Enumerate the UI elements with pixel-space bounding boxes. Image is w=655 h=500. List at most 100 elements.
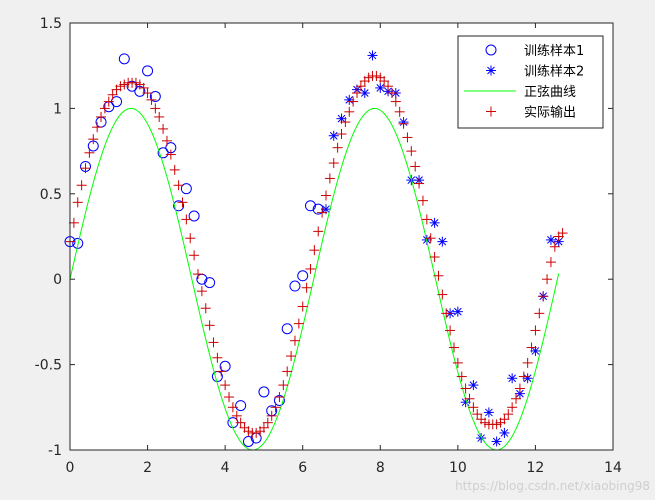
data-point-asterisk xyxy=(429,217,440,228)
data-point-asterisk xyxy=(452,306,463,317)
x-tick-label: 12 xyxy=(527,460,545,476)
data-point-plus xyxy=(76,180,87,191)
data-point-plus xyxy=(371,70,382,81)
data-point-circle xyxy=(142,65,154,77)
data-point-plus xyxy=(301,282,312,293)
data-point-plus xyxy=(196,286,207,297)
data-point-plus xyxy=(332,142,343,153)
legend-label: 训练样本2 xyxy=(524,65,584,80)
data-point-plus xyxy=(80,163,91,174)
data-point-plus xyxy=(220,380,231,391)
data-point-plus xyxy=(99,103,110,114)
data-point-asterisk xyxy=(499,427,510,438)
data-point-plus xyxy=(468,402,479,413)
data-point-plus xyxy=(452,357,463,368)
data-point-circle xyxy=(72,237,84,249)
data-point-plus xyxy=(258,422,269,433)
data-point-plus xyxy=(235,417,246,428)
data-point-plus xyxy=(414,178,425,189)
data-point-plus xyxy=(88,134,99,145)
data-point-plus xyxy=(518,371,529,382)
data-point-plus xyxy=(270,402,281,413)
data-point-plus xyxy=(305,263,316,274)
data-point-plus xyxy=(491,419,502,430)
legend-label: 正弦曲线 xyxy=(524,84,576,100)
legend-label: 实际输出 xyxy=(524,105,576,121)
data-point-plus xyxy=(379,76,390,87)
data-point-plus xyxy=(460,383,471,394)
data-point-plus xyxy=(437,289,448,300)
data-point-plus xyxy=(262,417,273,428)
data-point-plus xyxy=(348,96,359,107)
y-tick-label: 1 xyxy=(53,101,62,117)
y-tick-label: 0.5 xyxy=(40,187,62,203)
data-point-circle xyxy=(188,210,200,222)
data-point-plus xyxy=(456,371,467,382)
data-point-asterisk xyxy=(491,436,502,447)
data-point-plus xyxy=(402,132,413,143)
data-point-plus xyxy=(390,96,401,107)
data-point-plus xyxy=(472,409,483,420)
data-point-asterisk xyxy=(375,82,386,93)
data-point-plus xyxy=(514,383,525,394)
data-point-circle xyxy=(118,53,130,65)
data-point-asterisk xyxy=(367,50,378,61)
data-point-plus xyxy=(251,427,262,438)
data-point-plus xyxy=(227,402,238,413)
y-tick-label: -1 xyxy=(48,443,62,459)
data-point-plus xyxy=(445,325,456,336)
data-point-plus xyxy=(107,89,118,100)
data-point-asterisk xyxy=(344,94,355,105)
series-4 xyxy=(65,70,568,438)
data-point-plus xyxy=(386,88,397,99)
data-point-plus xyxy=(72,197,83,208)
series-3 xyxy=(69,107,560,451)
sine-curve-line xyxy=(69,107,560,451)
x-tick-label: 8 xyxy=(376,460,385,476)
data-point-plus xyxy=(394,106,405,117)
data-point-plus xyxy=(406,146,417,157)
axis-layer: 0 2 4 6 8 10 12 14 -1 -0.5 0 0.5 1 1.5 xyxy=(35,16,622,476)
data-point-plus xyxy=(274,392,285,403)
data-point-plus xyxy=(185,233,196,244)
data-point-plus xyxy=(212,352,223,363)
data-point-asterisk xyxy=(468,380,479,391)
data-point-asterisk xyxy=(328,130,339,141)
data-point-plus xyxy=(119,79,130,90)
data-point-plus xyxy=(313,226,324,237)
data-point-plus xyxy=(161,135,172,146)
data-point-plus xyxy=(92,122,103,133)
data-point-plus xyxy=(266,410,277,421)
data-point-plus xyxy=(138,82,149,93)
data-point-plus xyxy=(421,214,432,225)
data-point-plus xyxy=(480,417,491,428)
data-point-plus xyxy=(282,366,293,377)
y-tick-label: 0 xyxy=(53,272,62,288)
x-tick-label: 10 xyxy=(449,460,467,476)
data-point-plus xyxy=(410,161,421,172)
data-point-plus xyxy=(297,301,308,312)
data-point-plus xyxy=(530,325,541,336)
data-point-plus xyxy=(158,123,169,134)
data-point-circle xyxy=(297,270,309,282)
data-point-plus xyxy=(507,402,518,413)
data-point-asterisk xyxy=(336,113,347,124)
data-point-plus xyxy=(398,118,409,129)
data-point-plus xyxy=(177,197,188,208)
data-point-circle xyxy=(242,435,254,447)
data-point-plus xyxy=(363,72,374,83)
data-point-plus xyxy=(328,158,339,169)
data-point-plus xyxy=(320,190,331,201)
data-point-plus xyxy=(545,257,556,268)
data-point-plus xyxy=(352,88,363,99)
legend-label: 训练样本1 xyxy=(524,44,584,59)
x-tick-label: 14 xyxy=(604,460,622,476)
data-point-plus xyxy=(150,103,161,114)
data-point-plus xyxy=(309,245,320,256)
data-point-plus xyxy=(542,274,553,285)
x-tick-label: 6 xyxy=(298,460,307,476)
data-point-plus xyxy=(278,380,289,391)
watermark: https://blog.csdn.net/xiaobing98 xyxy=(455,479,650,493)
